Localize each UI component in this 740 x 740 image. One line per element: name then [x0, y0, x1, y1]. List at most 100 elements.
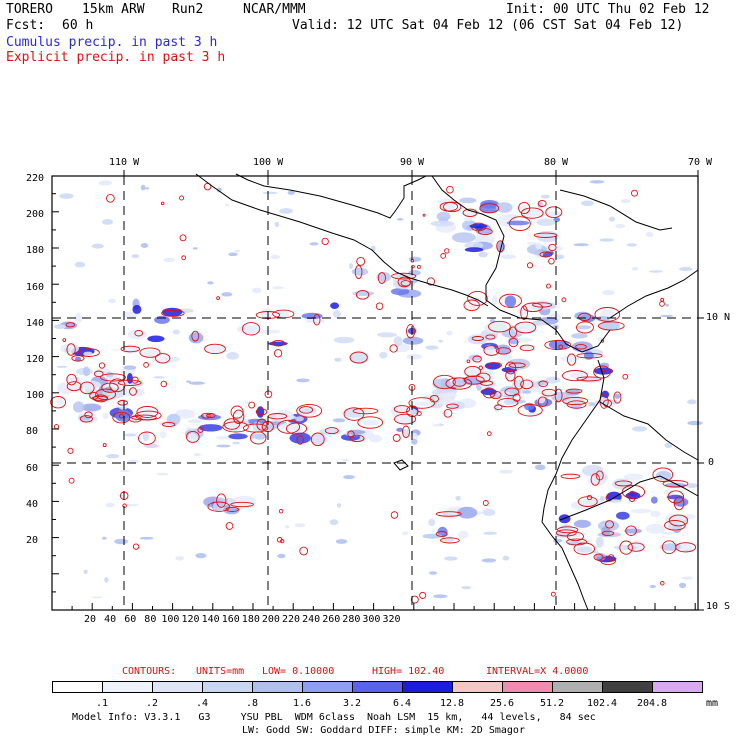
cumulus-cell: [504, 372, 517, 379]
cumulus-cell: [377, 332, 397, 338]
explicit-contour: [313, 313, 321, 326]
explicit-contour: [400, 280, 411, 287]
left-label: 160: [26, 281, 45, 293]
explicit-contour: [419, 591, 427, 599]
explicit-contour: [66, 373, 77, 386]
cumulus-cell: [540, 194, 550, 199]
contours-high: HIGH= 102.40: [372, 666, 445, 677]
colorbar-swatch: [152, 681, 203, 693]
explicit-contour: [533, 232, 558, 238]
explicit-contour: [355, 290, 370, 300]
cumulus-cell: [422, 533, 443, 539]
cumulus-cell: [495, 202, 513, 213]
cumulus-cell: [277, 553, 286, 559]
colorbar-swatch: [452, 681, 503, 693]
bottom-label: 240: [302, 614, 321, 625]
cumulus-cell: [335, 539, 348, 544]
cumulus-cell: [83, 351, 93, 357]
grid-lines: [52, 176, 698, 610]
colorbar-swatch: [552, 681, 603, 693]
init-time: Init: 00 UTC Thu 02 Feb 12: [506, 2, 710, 17]
cumulus-cell: [492, 295, 499, 306]
explicit-contour: [660, 297, 665, 302]
explicit-contour: [406, 324, 416, 339]
colorbar-label: .4: [195, 698, 209, 709]
explicit-contour: [310, 432, 325, 447]
border-ecuador-peru: [559, 475, 699, 521]
explicit-contour: [497, 397, 519, 408]
explicit-contour: [566, 400, 587, 409]
explicit-contour: [410, 595, 419, 604]
cumulus-cell: [413, 401, 433, 406]
explicit-contour: [276, 419, 301, 434]
cumulus-cell: [185, 427, 196, 430]
explicit-contour: [546, 283, 551, 289]
cumulus-cell: [575, 325, 592, 330]
explicit-contour: [566, 353, 577, 366]
cumulus-cell: [305, 318, 326, 324]
explicit-contour: [155, 353, 171, 364]
explicit-contour: [662, 480, 689, 488]
explicit-contour: [93, 370, 104, 378]
explicit-contour: [248, 401, 256, 409]
cumulus-cell: [94, 368, 105, 377]
explicit-contour: [627, 542, 645, 552]
explicit-contour: [106, 193, 115, 203]
explicit-contour: [514, 321, 537, 334]
explicit-contour: [102, 443, 107, 448]
cumulus-cell: [352, 291, 375, 296]
explicit-contour: [99, 373, 126, 382]
valid-time: Valid: 12 UTC Sat 04 Feb 12 (06 CST Sat …: [292, 18, 684, 33]
cumulus-cell: [433, 594, 448, 599]
cumulus-cell: [295, 416, 304, 422]
explicit-contour: [416, 264, 421, 269]
cumulus-cell: [502, 555, 510, 561]
cumulus-cell: [296, 378, 310, 383]
cumulus-cell: [506, 220, 530, 226]
model-info-line: Model Info: V3.3.1 G3 YSU PBL WDM 6class…: [72, 712, 596, 723]
explicit-contour: [389, 344, 398, 353]
colorbar-unit: mm: [706, 698, 719, 709]
cumulus-cell: [681, 576, 693, 580]
explicit-contour: [408, 397, 436, 409]
explicit-contour: [520, 379, 534, 390]
cumulus-cell: [205, 344, 224, 354]
explicit-contour: [482, 500, 489, 506]
explicit-contour: [136, 406, 159, 418]
explicit-contour: [664, 520, 686, 531]
cumulus-cell: [101, 219, 114, 225]
bottom-label: 120: [181, 614, 200, 625]
cumulus-cell: [131, 254, 140, 258]
explicit-contour: [504, 387, 520, 397]
cumulus-cell: [398, 407, 418, 418]
explicit-contour: [426, 277, 436, 286]
cumulus-cell: [284, 525, 290, 529]
explicit-contour: [138, 431, 156, 445]
cumulus-cell: [194, 453, 201, 457]
explicit-contour: [625, 525, 637, 536]
cumulus-cell: [105, 502, 115, 508]
cumulus-cell: [495, 344, 511, 355]
cumulus-cell: [655, 470, 672, 481]
explicit-contour: [349, 434, 365, 443]
cumulus-cell: [581, 200, 594, 207]
explicit-contour: [62, 338, 67, 342]
explicit-contour: [628, 490, 636, 503]
colorbar-swatch: [602, 681, 653, 693]
explicit-contour: [667, 490, 685, 504]
model-org: NCAR/MMM: [243, 2, 306, 17]
explicit-contour: [440, 537, 460, 544]
cumulus-cell: [91, 243, 104, 249]
explicit-contour: [660, 580, 665, 586]
cumulus-cell: [396, 427, 404, 432]
left-label: 100: [26, 390, 45, 402]
explicit-contour: [181, 255, 187, 261]
top-label-70w: 70 W: [688, 157, 713, 168]
cumulus-cell: [106, 454, 120, 459]
explicit-contour: [607, 554, 615, 561]
cumulus-cell: [468, 354, 482, 361]
colorbar-label: 6.4: [392, 698, 412, 709]
cumulus-cell: [478, 251, 488, 258]
colorbar-swatch: [302, 681, 353, 693]
